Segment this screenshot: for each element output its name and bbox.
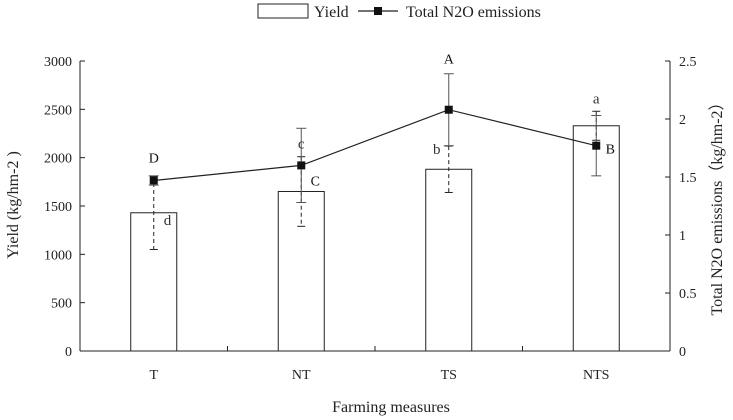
x-tick-label: NTS bbox=[583, 368, 609, 383]
n2o-marker bbox=[149, 176, 158, 185]
legend-line-label: Total N2O emissions bbox=[406, 4, 541, 21]
y-left-tick-label: 1500 bbox=[44, 200, 72, 215]
x-tick-label: NT bbox=[292, 368, 311, 383]
y-right-tick-label: 1.5 bbox=[679, 171, 697, 186]
y-right-tick-label: 2 bbox=[679, 113, 686, 128]
legend-bar-swatch bbox=[257, 3, 309, 19]
y-left-tick-label: 1000 bbox=[44, 248, 72, 263]
y-right-tick-label: 0 bbox=[679, 345, 686, 360]
n2o-marker bbox=[297, 161, 306, 170]
legend-bar-label: Yield bbox=[314, 4, 349, 21]
y-axis-right-title: Total N2O emissions（kg/hm-2） bbox=[708, 94, 726, 315]
line-significance-letter: D bbox=[149, 151, 159, 166]
bar bbox=[277, 191, 325, 352]
line-series bbox=[149, 105, 601, 185]
line-significance-letter: C bbox=[311, 174, 320, 189]
x-tick-label: TS bbox=[441, 368, 457, 383]
y-right-tick-label: 0.5 bbox=[679, 287, 697, 302]
bar-significance-letter: c bbox=[298, 137, 305, 153]
bar-error-bars bbox=[149, 110, 601, 250]
significance-letters: d c b a D C A B bbox=[149, 53, 615, 229]
n2o-marker bbox=[444, 105, 453, 114]
y-left-tick-label: 0 bbox=[65, 345, 72, 360]
y-right-tick-label: 2.5 bbox=[679, 55, 697, 70]
y-left-tick-label: 3000 bbox=[44, 55, 72, 70]
x-tick-label: T bbox=[149, 368, 158, 383]
y-axis-left-title: Yield (kg/hm-2 ) bbox=[5, 151, 22, 259]
bar bbox=[425, 168, 473, 352]
x-axis-title: Farming measures bbox=[332, 399, 450, 416]
legend: Yield Total N2O emissions bbox=[257, 3, 541, 21]
legend-line-marker bbox=[374, 7, 382, 15]
bar-significance-letter: a bbox=[593, 91, 600, 107]
axes: 0 500 1000 1500 2000 2500 3000 0 0.5 1 1.5 2 2.5 T NT T… bbox=[44, 55, 697, 383]
bar-significance-letter: b bbox=[433, 142, 441, 158]
bar-series bbox=[130, 125, 620, 352]
y-right-tick-label: 1 bbox=[679, 229, 686, 244]
y-left-tick-label: 2500 bbox=[44, 103, 72, 118]
y-left-tick-label: 500 bbox=[51, 297, 72, 312]
bar-significance-letter: d bbox=[164, 213, 172, 229]
line-significance-letter: A bbox=[444, 53, 455, 68]
n2o-line bbox=[153, 109, 597, 182]
y-left-tick-label: 2000 bbox=[44, 152, 72, 167]
line-significance-letter: B bbox=[606, 143, 615, 158]
n2o-marker bbox=[592, 141, 601, 150]
